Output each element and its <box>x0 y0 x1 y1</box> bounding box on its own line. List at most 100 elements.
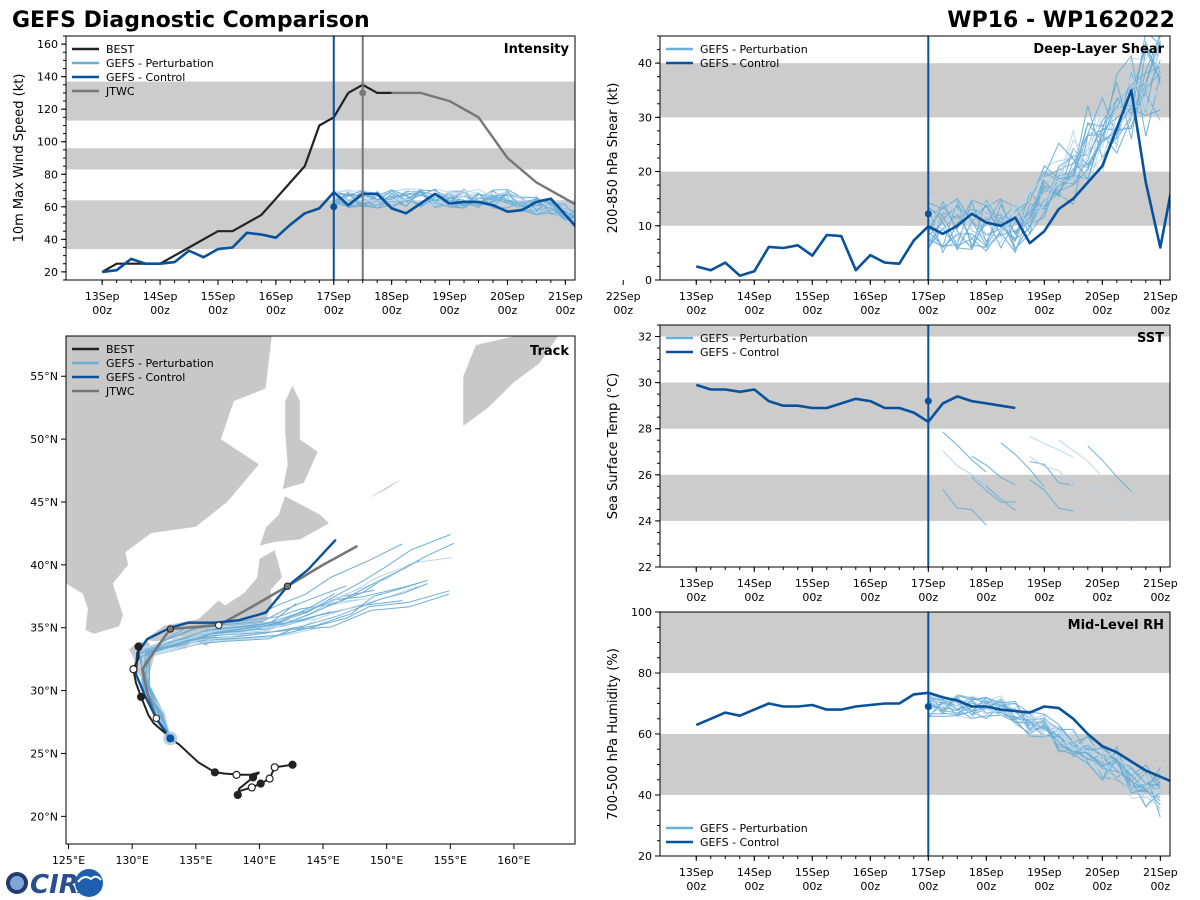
ensemble-member <box>1058 439 1103 478</box>
ensemble-member <box>942 431 987 473</box>
shear-xtick-label: 21Sep <box>1143 290 1178 303</box>
ensemble-member <box>333 190 575 224</box>
sst-xtick-sublabel: 00z <box>802 591 822 604</box>
ensemble-member <box>333 193 575 222</box>
sst-xtick-sublabel: 00z <box>1150 591 1170 604</box>
sst-band-2 <box>660 325 1170 337</box>
ensemble-member <box>1029 461 1074 486</box>
track-lon-label: 140°E <box>243 854 276 867</box>
track-jtwc-marker <box>152 714 161 722</box>
intensity-xtick-label: 14Sep <box>143 290 178 303</box>
intensity-series-best-tail <box>347 83 392 94</box>
ensemble-member <box>1029 455 1074 488</box>
track-map-area <box>66 336 575 844</box>
rh-xtick-label: 15Sep <box>795 866 830 879</box>
intensity-ytick-label: 40 <box>44 233 58 246</box>
ensemble-member <box>928 40 1161 252</box>
shear-xtick-sublabel: 00z <box>1150 304 1170 317</box>
track-land-1 <box>281 384 319 490</box>
intensity-ytick-label: 120 <box>37 103 58 116</box>
track-lat-label: 30°N <box>30 685 58 698</box>
rh-xtick-sublabel: 00z <box>1150 880 1170 893</box>
sst-xtick-label: 18Sep <box>969 577 1004 590</box>
track-jtwc-marker <box>215 621 223 629</box>
rh-ytick-label: 60 <box>638 728 652 741</box>
track-lon-label: 160°E <box>497 854 530 867</box>
rh-band-0 <box>660 734 1170 795</box>
sst-ytick-label: 32 <box>638 331 652 344</box>
intensity-xtick-sublabel: 00z <box>613 304 633 317</box>
track-title: Track <box>530 344 569 359</box>
intensity-xtick-label: 21Sep <box>548 290 583 303</box>
sst-xtick-label: 15Sep <box>795 577 830 590</box>
track-land-7 <box>335 476 406 518</box>
shear-ylabel: 200-850 hPa Shear (kt) <box>606 83 621 234</box>
rh-xtick-sublabel: 00z <box>1092 880 1112 893</box>
sst-ytick-label: 26 <box>638 469 652 482</box>
intensity-control-marker <box>330 203 338 211</box>
intensity-legend-label: JTWC <box>105 85 135 98</box>
shear-ytick-label: 10 <box>638 220 652 233</box>
track-best-marker <box>247 783 256 792</box>
sst-legend-label: GEFS - Control <box>700 346 779 359</box>
intensity-band-1 <box>66 148 575 170</box>
intensity-xtick-sublabel: 00z <box>324 304 344 317</box>
ensemble-member <box>928 694 1161 808</box>
track-best-marker <box>232 770 241 779</box>
track-lon-label: 150°E <box>370 854 403 867</box>
sst-xtick-label: 16Sep <box>853 577 888 590</box>
shear-xtick-sublabel: 00z <box>918 304 938 317</box>
sst-plot-area <box>660 325 1170 526</box>
ensemble-member <box>333 193 575 221</box>
shear-xtick-label: 16Sep <box>853 290 888 303</box>
intensity-plot-area <box>66 81 575 274</box>
sst-control-marker <box>924 397 932 405</box>
track-lat-label: 40°N <box>30 559 58 572</box>
shear-ytick-label: 30 <box>638 111 652 124</box>
sst-series-gefs-control <box>695 383 1016 424</box>
track-current-marker <box>166 734 175 743</box>
track-lon-label: 155°E <box>434 854 467 867</box>
logo-swirl-icon <box>77 875 102 883</box>
intensity-ytick-label: 160 <box>37 38 58 51</box>
rh-title: Mid-Level RH <box>1068 618 1164 633</box>
shear-xtick-sublabel: 00z <box>686 304 706 317</box>
track-ensemble-member <box>137 593 335 739</box>
sst-band-1 <box>660 382 1170 429</box>
track-lat-label: 50°N <box>30 433 58 446</box>
ensemble-member <box>942 489 987 526</box>
track-lat-label: 55°N <box>30 370 58 383</box>
track-lat-label: 25°N <box>30 747 58 760</box>
rh-plot-area <box>660 612 1170 818</box>
cira-logo: CIRA <box>6 869 103 900</box>
track-best-marker <box>256 779 265 788</box>
rh-series-gefs-control <box>695 691 1170 783</box>
intensity-jtwc-marker <box>359 89 367 97</box>
intensity-ytick-label: 140 <box>37 71 58 84</box>
track-ensemble-member <box>140 542 455 739</box>
shear-ytick-label: 0 <box>645 274 652 287</box>
sst-panel: 22242628303213Sep00z14Sep00z15Sep00z16Se… <box>606 324 1178 604</box>
sst-xtick-sublabel: 00z <box>918 591 938 604</box>
track-lon-label: 145°E <box>306 854 339 867</box>
sst-xtick-label: 19Sep <box>1027 577 1062 590</box>
intensity-ytick-label: 100 <box>37 136 58 149</box>
sst-band-0 <box>660 474 1170 521</box>
ensemble-member <box>928 694 1161 812</box>
sst-xtick-sublabel: 00z <box>860 591 880 604</box>
track-legend-label: BEST <box>106 343 134 356</box>
ensemble-member <box>927 696 1161 806</box>
logo-globe-inner-icon <box>10 876 24 890</box>
track-legend-label: GEFS - Perturbation <box>106 357 214 370</box>
rh-ytick-label: 100 <box>631 606 652 619</box>
sst-xtick-label: 21Sep <box>1143 577 1178 590</box>
intensity-xtick-label: 22Sep <box>606 290 641 303</box>
intensity-xtick-sublabel: 00z <box>382 304 402 317</box>
shear-xtick-label: 19Sep <box>1027 290 1062 303</box>
rh-xtick-sublabel: 00z <box>918 880 938 893</box>
track-best-marker <box>270 763 279 772</box>
track-best-marker <box>210 768 219 777</box>
track-land-2 <box>258 495 330 547</box>
rh-xtick-sublabel: 00z <box>744 880 764 893</box>
